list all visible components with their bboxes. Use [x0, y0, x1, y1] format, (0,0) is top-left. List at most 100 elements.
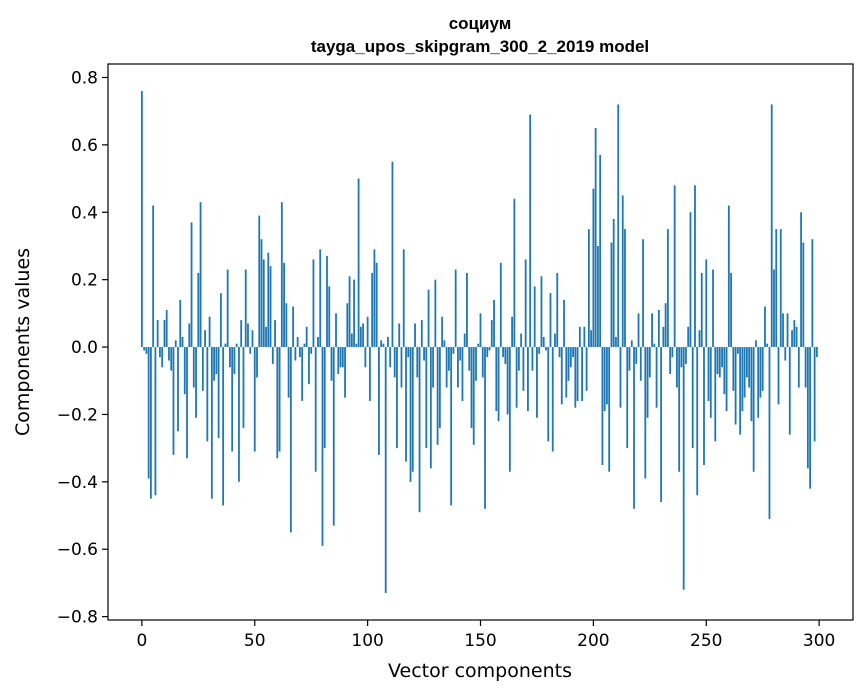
bar-248 [700, 272, 703, 348]
y-tick-label: 0.4 [71, 203, 98, 223]
plot-frame [107, 63, 854, 621]
bar-168 [520, 333, 523, 348]
bar-35 [219, 293, 222, 348]
bar-269 [748, 347, 751, 388]
bar-49 [251, 330, 254, 348]
bar-159 [499, 262, 502, 348]
bar-185 [558, 347, 561, 358]
bar-173 [531, 347, 534, 371]
bar-194 [578, 326, 581, 348]
bar-205 [603, 347, 606, 412]
bar-24 [195, 347, 197, 418]
bar-273 [757, 347, 760, 418]
bar-244 [691, 347, 694, 449]
bar-170 [524, 259, 527, 348]
bar-238 [678, 347, 681, 472]
bar-268 [745, 347, 748, 378]
bar-234 [669, 347, 672, 375]
bar-78 [317, 336, 319, 348]
bar-242 [687, 326, 690, 348]
bar-286 [786, 313, 789, 348]
bar-213 [621, 195, 624, 348]
bar-108 [384, 347, 387, 594]
bar-42 [235, 343, 238, 348]
bar-299 [815, 347, 818, 358]
bar-167 [517, 347, 520, 371]
y-tick-label: −0.2 [57, 405, 98, 425]
bar-282 [777, 347, 780, 405]
y-tick-label: 0.0 [71, 338, 98, 358]
bar-239 [680, 347, 683, 368]
bar-25 [197, 272, 200, 348]
bar-11 [165, 309, 168, 348]
bar-209 [612, 219, 615, 348]
bar-79 [319, 249, 322, 348]
bar-295 [806, 347, 809, 469]
bar-5 [152, 205, 155, 348]
bar-101 [368, 347, 371, 401]
bar-39 [229, 347, 231, 368]
bar-291 [797, 347, 800, 388]
bar-288 [791, 330, 793, 348]
bar-156 [493, 299, 495, 348]
bar-204 [601, 347, 604, 465]
bar-255 [716, 347, 719, 375]
bar-147 [472, 347, 475, 445]
bar-274 [759, 347, 762, 398]
bar-279 [770, 104, 773, 348]
bar-221 [639, 347, 642, 381]
bar-267 [743, 347, 746, 398]
bar-111 [391, 161, 394, 348]
bar-56 [267, 252, 270, 348]
bar-217 [630, 340, 633, 348]
bar-21 [188, 323, 191, 348]
bar-177 [540, 276, 543, 348]
bar-38 [226, 269, 229, 348]
bar-62 [280, 202, 283, 348]
bar-112 [393, 347, 396, 378]
bar-202 [596, 245, 599, 348]
bar-97 [359, 326, 362, 348]
bar-57 [269, 266, 272, 348]
y-tick-label: 0.8 [71, 68, 98, 88]
bar-155 [490, 320, 493, 348]
bar-30 [208, 316, 211, 348]
bar-232 [664, 303, 667, 348]
bar-233 [666, 229, 669, 348]
bars-group [140, 90, 818, 594]
bar-222 [642, 239, 644, 348]
y-tick-label: 0.2 [71, 271, 98, 291]
bar-143 [463, 333, 466, 348]
bar-53 [260, 239, 263, 348]
bar-246 [696, 347, 699, 496]
bar-196 [583, 326, 586, 348]
bar-70 [298, 347, 301, 358]
bar-265 [739, 347, 742, 435]
bar-67 [292, 306, 295, 348]
bar-92 [348, 276, 351, 348]
bar-207 [608, 347, 611, 472]
bar-26 [199, 202, 202, 348]
bar-211 [617, 104, 620, 348]
bar-48 [249, 347, 252, 354]
bar-172 [529, 114, 532, 348]
bar-85 [332, 347, 335, 526]
bar-69 [296, 336, 299, 348]
bar-19 [183, 347, 186, 395]
bar-127 [427, 289, 430, 348]
bar-122 [416, 347, 419, 378]
y-tick-label: −0.8 [57, 608, 98, 628]
bar-58 [271, 347, 274, 364]
bar-81 [323, 347, 326, 449]
bar-181 [549, 293, 552, 348]
bar-27 [201, 347, 204, 391]
bar-183 [554, 333, 556, 348]
bar-241 [685, 347, 687, 364]
bar-150 [479, 313, 482, 348]
bar-227 [653, 343, 656, 348]
bar-249 [703, 347, 705, 465]
bar-277 [766, 343, 769, 348]
bar-247 [698, 330, 701, 348]
bar-64 [285, 303, 288, 348]
bar-61 [278, 347, 281, 452]
